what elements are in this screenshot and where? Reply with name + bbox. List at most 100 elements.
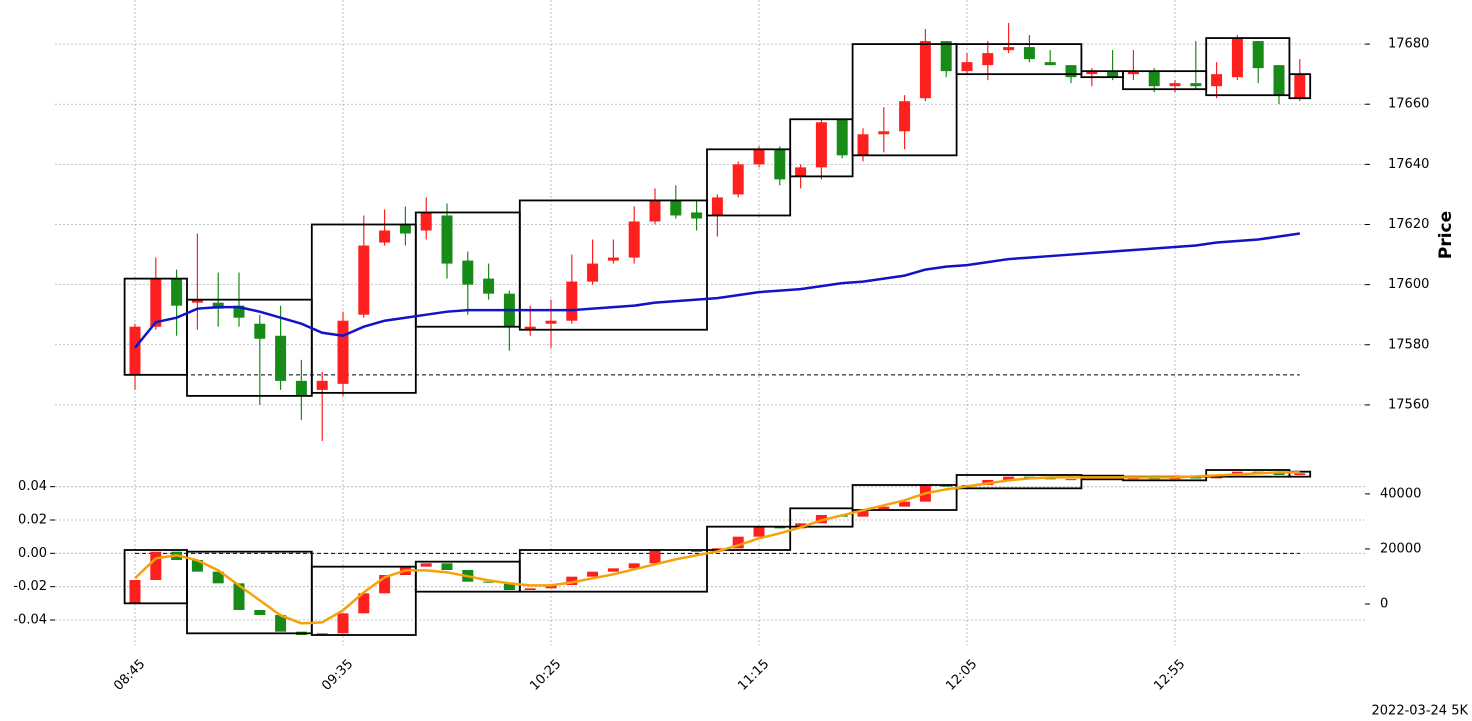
candle-body — [462, 260, 474, 285]
candle-body — [1252, 41, 1264, 69]
candle-body — [815, 122, 827, 168]
candle-body — [774, 149, 786, 180]
candle-body — [919, 41, 931, 99]
candle-body — [254, 323, 266, 339]
y2-tick-label: 40000 — [1380, 486, 1421, 501]
range-box — [518, 549, 708, 593]
candle-body — [587, 571, 599, 577]
range-box — [955, 474, 1083, 490]
candle-body — [628, 221, 640, 258]
candle-body — [1044, 62, 1056, 66]
candle-body — [899, 501, 911, 507]
candle-body — [795, 167, 807, 177]
candle-body — [420, 563, 432, 567]
candle-body — [649, 550, 661, 564]
candle-body — [587, 263, 599, 282]
range-box — [955, 43, 1083, 76]
candle-body — [836, 119, 848, 156]
candle-body — [275, 335, 287, 381]
candle-body — [379, 575, 391, 594]
candle-body — [316, 380, 328, 390]
candle-body — [878, 506, 890, 510]
candle-body — [275, 615, 287, 632]
x-tick-label: 08:45 — [111, 657, 148, 694]
indicator-line — [134, 232, 1300, 349]
x-tick-label: 12:05 — [943, 657, 980, 694]
candle-body — [607, 257, 619, 261]
y-tick-label: 0.04 — [18, 479, 47, 494]
range-box — [186, 298, 313, 397]
candle-body — [150, 278, 162, 327]
candle-body — [1211, 74, 1223, 87]
y2-tick-label: 0 — [1380, 596, 1388, 611]
x-tick-label: 12:55 — [1151, 657, 1188, 694]
candle-body — [940, 41, 952, 72]
indicator-line — [134, 471, 1300, 625]
candle-body — [691, 212, 703, 219]
candle-body — [691, 550, 703, 552]
candle-body — [607, 568, 619, 572]
candle-body — [1003, 476, 1015, 480]
candle-body — [212, 571, 224, 584]
candle-body — [1231, 38, 1243, 78]
candle-body — [295, 380, 307, 396]
y-tick-label: 17640 — [1388, 157, 1429, 172]
candle-body — [1127, 71, 1139, 75]
x-tick-label: 09:35 — [319, 657, 356, 694]
y-tick-label: 0.02 — [18, 513, 47, 528]
candle-body — [753, 149, 765, 165]
candle-body — [711, 197, 723, 216]
range-box — [789, 507, 854, 528]
candle-body — [1065, 479, 1077, 481]
candle-body — [233, 305, 245, 318]
candle-body — [961, 62, 973, 72]
range-box — [310, 565, 417, 636]
candle-body — [878, 131, 890, 135]
y-tick-label: 17580 — [1388, 337, 1429, 352]
candle-body — [1148, 71, 1160, 87]
candle-body — [254, 610, 266, 615]
candle-body — [1044, 478, 1056, 480]
candle-body — [1065, 65, 1077, 78]
candle-body — [857, 134, 869, 156]
candle-body — [399, 224, 411, 234]
candle-body — [337, 613, 349, 634]
candle-body — [732, 164, 744, 195]
candle-body — [358, 593, 370, 614]
candle-body — [566, 576, 578, 585]
candle-body — [899, 101, 911, 132]
candle-body — [1273, 473, 1285, 475]
candle-body — [503, 582, 515, 590]
y-tick-label: 17620 — [1388, 217, 1429, 232]
candle-body — [1190, 83, 1202, 87]
y-tick-label: 17600 — [1388, 277, 1429, 292]
y-tick-label: 17660 — [1388, 97, 1429, 112]
candle-body — [1190, 477, 1202, 479]
y-tick-label: 0.00 — [18, 546, 47, 561]
y-tick-label: -0.02 — [13, 579, 47, 594]
candle-body — [524, 588, 536, 590]
candle-body — [857, 510, 869, 517]
y-tick-label: 17680 — [1388, 37, 1429, 52]
candle-body — [191, 299, 203, 303]
candle-body — [1169, 83, 1181, 87]
candle-body — [649, 200, 661, 222]
candle-body — [1294, 74, 1306, 99]
range-box — [851, 43, 958, 157]
candle-body — [1023, 47, 1035, 60]
candle-body — [191, 560, 203, 572]
range-box — [706, 525, 792, 551]
range-box — [851, 484, 958, 511]
candle-body — [212, 302, 224, 309]
candle-body — [1003, 47, 1015, 51]
candle-body — [483, 278, 495, 294]
candle-body — [628, 563, 640, 569]
y2-tick-label: 20000 — [1380, 541, 1421, 556]
candle-body — [379, 230, 391, 243]
candle-body — [566, 281, 578, 321]
range-box — [1288, 73, 1312, 100]
annotation: 2022-03-24 5K — [1372, 704, 1469, 719]
candle-body — [441, 563, 453, 570]
candle-body — [358, 245, 370, 315]
